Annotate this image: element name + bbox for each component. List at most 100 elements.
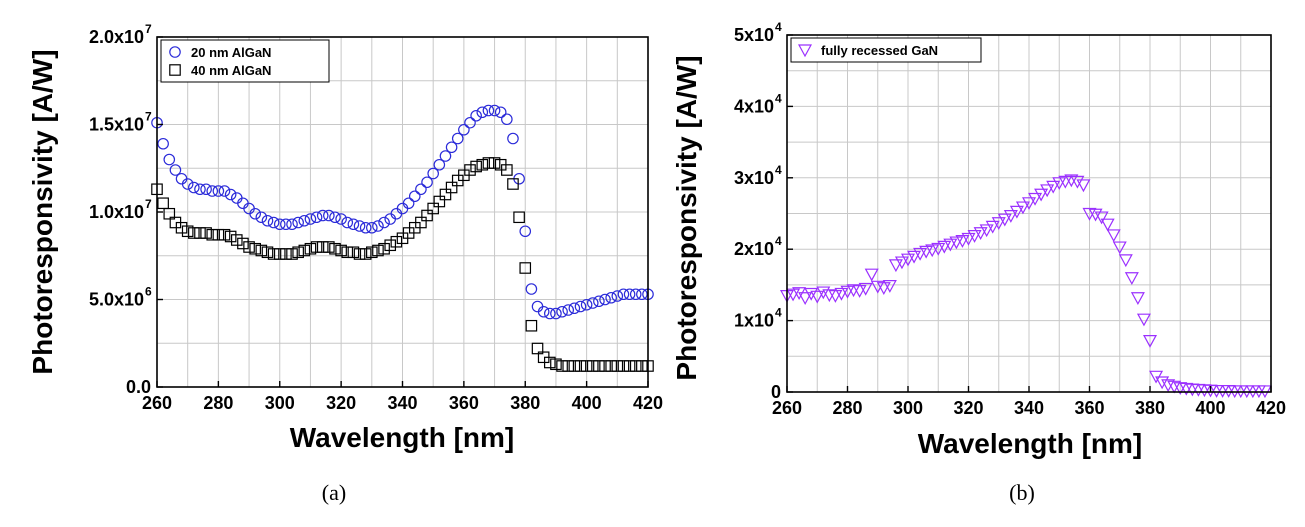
data-point [1118, 254, 1133, 268]
data-point [212, 185, 225, 197]
x-tick-label: 420 [633, 393, 663, 413]
data-point [507, 132, 519, 145]
data-point [470, 160, 482, 173]
data-point [961, 232, 976, 246]
y-tick-label: 3x10 [734, 168, 774, 188]
data-point [1161, 379, 1176, 393]
data-point [629, 360, 642, 372]
data-point [464, 116, 476, 129]
data-point [255, 244, 268, 257]
data-point [507, 178, 519, 190]
data-point [556, 305, 568, 318]
data-point [347, 246, 360, 259]
data-point [876, 282, 891, 296]
data-point [525, 283, 538, 295]
data-point [366, 221, 378, 234]
data-point [599, 293, 611, 306]
data-point [298, 244, 311, 257]
data-point [261, 246, 274, 259]
data-point [206, 185, 219, 197]
legend-marker [169, 64, 181, 76]
data-point [1064, 174, 1079, 188]
data-point [593, 295, 605, 308]
x-ticks-b: 260 280 300 320 340 360 380 400 420 [772, 386, 1286, 418]
data-point [580, 298, 593, 311]
series-40-nm-algan [151, 157, 654, 372]
y-tick-exponent: 4 [775, 306, 782, 320]
x-tick-label: 280 [203, 393, 233, 413]
x-tick-label: 300 [893, 398, 923, 418]
data-point [586, 297, 599, 309]
data-point [636, 288, 648, 301]
data-point [629, 288, 642, 301]
x-tick-label: 300 [265, 393, 295, 413]
data-point [1021, 197, 1037, 211]
data-point [798, 292, 813, 306]
data-point [574, 300, 587, 313]
data-point [513, 211, 525, 224]
legend-marker [169, 46, 181, 58]
data-point [292, 246, 304, 259]
data-point [593, 360, 605, 372]
data-point [181, 225, 194, 238]
x-tick-label: 340 [387, 393, 417, 413]
data-point [372, 244, 384, 257]
data-point [519, 225, 532, 238]
data-point [194, 227, 206, 239]
data-point [169, 164, 182, 176]
data-point [421, 209, 433, 222]
data-point [378, 242, 390, 255]
data-point [384, 239, 397, 252]
data-point [482, 157, 495, 169]
data-point [280, 248, 292, 260]
data-point [913, 247, 928, 261]
data-point [1076, 179, 1091, 193]
data-point [1046, 180, 1061, 194]
data-point [439, 188, 452, 201]
y-tick-exponent: 4 [775, 234, 782, 248]
data-point [617, 360, 630, 372]
data-point [421, 176, 433, 189]
data-point [243, 241, 255, 253]
data-point [955, 235, 970, 248]
data-point [816, 286, 831, 300]
data-point [1142, 334, 1158, 348]
chart-panel-a: 260 280 300 320 340 360 380 400 420 0.0 5.0x10 6 1.… [27, 22, 663, 505]
panel-label-b: (b) [1009, 480, 1035, 505]
series-layer-b [779, 174, 1272, 399]
y-tick-label: 2x10 [734, 239, 774, 259]
data-point [949, 236, 964, 250]
data-point [1028, 192, 1043, 206]
data-point [476, 106, 489, 119]
data-point [280, 218, 292, 231]
data-point [427, 167, 439, 180]
data-point [212, 228, 225, 241]
y-tick-exponent: 7 [145, 110, 152, 124]
x-tick-label: 420 [1256, 398, 1286, 418]
data-point [359, 248, 372, 260]
data-point [304, 242, 317, 255]
data-point [985, 220, 1000, 234]
data-point [329, 211, 341, 224]
data-point [611, 290, 624, 302]
data-point [200, 183, 212, 196]
data-point [488, 157, 501, 169]
data-point [574, 360, 587, 372]
data-point [852, 285, 867, 298]
data-point [470, 109, 482, 122]
data-point [464, 164, 476, 176]
y-axis-title-b: Photoresponsivity [A/W] [671, 55, 702, 380]
x-tick-label: 380 [1135, 398, 1165, 418]
y-tick-exponent: 4 [775, 163, 782, 177]
y-tick-exponent: 4 [775, 91, 782, 105]
data-point [175, 172, 188, 185]
data-point [390, 207, 403, 220]
y-tick-exponent: 7 [145, 197, 152, 211]
data-point [931, 242, 946, 256]
data-point [286, 248, 298, 260]
data-point [427, 202, 439, 215]
data-point [230, 234, 243, 246]
data-point [1009, 205, 1024, 219]
y-tick-exponent: 7 [145, 22, 152, 36]
data-point [900, 253, 916, 267]
